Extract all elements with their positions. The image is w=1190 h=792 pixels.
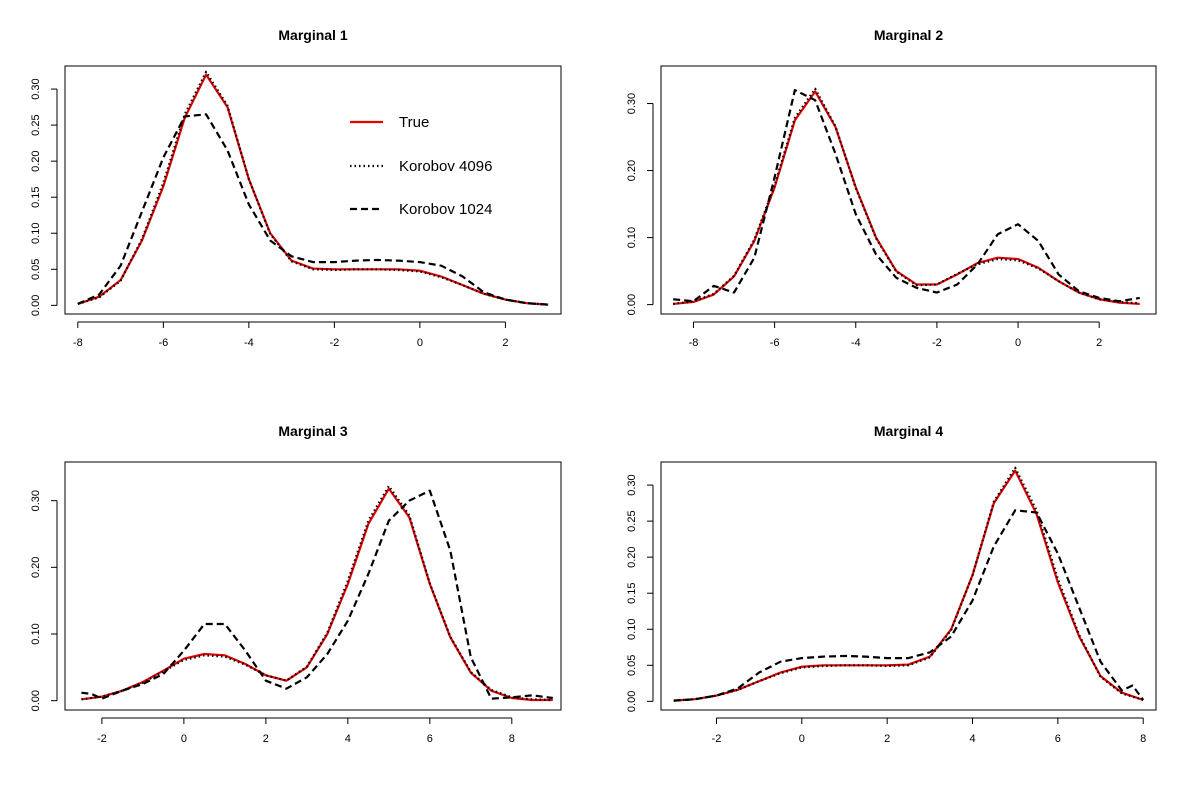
x-tick-label: -6: [158, 337, 168, 349]
panel-2-y-axis: 0.00 0.10 0.20 0.30: [626, 93, 654, 315]
series-line-korobov-1024: [673, 509, 1145, 702]
y-tick-label: 0.00: [626, 294, 638, 315]
y-tick-label: 0.30: [30, 78, 42, 99]
x-tick-label: -2: [97, 733, 107, 745]
panel-1: Marginal 1 -8 -6 -4 -2 0 2 0.00 0.05 0.10 0.15 0.20…: [30, 27, 562, 349]
y-tick-label: 0.10: [626, 619, 638, 640]
x-tick-label: -8: [73, 337, 83, 349]
panel-3: Marginal 3 -2 0 2 4 6 8 0.00 0.10 0.20 0.30: [30, 423, 562, 745]
y-tick-label: 0.30: [626, 474, 638, 495]
x-tick-label: -2: [329, 337, 339, 349]
y-tick-label: 0.00: [626, 691, 638, 712]
x-tick-label: 0: [1015, 337, 1021, 349]
panel-3-y-axis: 0.00 0.10 0.20 0.30: [30, 490, 58, 711]
series-line-korobov-1024: [77, 113, 549, 306]
x-tick-label: -8: [689, 337, 699, 349]
panel-2-frame: [660, 65, 1157, 315]
y-tick-label: 0.15: [626, 582, 638, 603]
panel-2-x-axis: -8 -6 -4 -2 0 2: [689, 321, 1102, 349]
x-tick-label: 8: [509, 733, 515, 745]
y-tick-label: 0.05: [626, 655, 638, 676]
series-line-true: [673, 469, 1144, 702]
x-tick-label: -4: [851, 337, 861, 349]
panel-1-x-axis: -8 -6 -4 -2 0 2: [73, 321, 508, 349]
x-tick-label: 2: [263, 733, 269, 745]
y-tick-label: 0.00: [30, 295, 42, 316]
y-tick-label: 0.20: [30, 150, 42, 171]
x-tick-label: 0: [181, 733, 187, 745]
y-tick-label: 0.20: [626, 160, 638, 181]
y-tick-label: 0.00: [30, 690, 42, 711]
panel-4-frame: [660, 461, 1157, 711]
x-tick-label: 0: [417, 337, 423, 349]
panel-4: Marginal 4 -2 0 2 4 6 8 0.00 0.05 0.10 0.15 0.20 0.2…: [626, 423, 1157, 745]
legend-label: True: [399, 114, 429, 131]
panel-4-title: Marginal 4: [874, 423, 943, 439]
y-tick-label: 0.25: [626, 510, 638, 531]
x-tick-label: 6: [427, 733, 433, 745]
y-tick-label: 0.30: [626, 93, 638, 114]
x-tick-label: 2: [1096, 337, 1102, 349]
x-tick-label: 4: [345, 733, 351, 745]
x-tick-label: -2: [932, 337, 942, 349]
series-line-korobov-4096: [673, 87, 1140, 306]
panel-1-title: Marginal 1: [278, 27, 347, 43]
y-tick-label: 0.30: [30, 490, 42, 511]
y-tick-label: 0.25: [30, 114, 42, 135]
panel-2: Marginal 2 -8 -6 -4 -2 0 2 0.00 0.10 0.20 0.30: [626, 27, 1157, 349]
panel-3-x-axis: -2 0 2 4 6 8: [97, 717, 515, 745]
panel-2-title: Marginal 2: [874, 27, 943, 43]
x-tick-label: 2: [884, 733, 890, 745]
y-tick-label: 0.10: [30, 623, 42, 644]
x-tick-label: 0: [799, 733, 805, 745]
panel-3-title: Marginal 3: [278, 423, 347, 439]
legend-label: Korobov 4096: [399, 158, 492, 175]
legend: True Korobov 4096 Korobov 1024: [350, 114, 492, 218]
x-tick-label: -6: [770, 337, 780, 349]
series-line-true: [81, 487, 553, 702]
series-line-true: [673, 90, 1140, 306]
x-tick-label: -2: [712, 733, 722, 745]
x-tick-label: -4: [244, 337, 254, 349]
series-line-korobov-4096: [673, 466, 1144, 702]
legend-label: Korobov 1024: [399, 201, 492, 218]
series-line-korobov-1024: [673, 89, 1140, 303]
series-line-korobov-1024: [81, 489, 553, 700]
panel-4-x-axis: -2 0 2 4 6 8: [712, 717, 1146, 745]
x-tick-label: 6: [1055, 733, 1061, 745]
x-tick-label: 4: [969, 733, 975, 745]
x-tick-label: 2: [502, 337, 508, 349]
panel-1-y-axis: 0.00 0.05 0.10 0.15 0.20 0.25 0.30: [30, 78, 58, 316]
y-tick-label: 0.10: [30, 223, 42, 244]
panel-4-y-axis: 0.00 0.05 0.10 0.15 0.20 0.25 0.30: [626, 474, 654, 712]
y-tick-label: 0.10: [626, 227, 638, 248]
panel-3-frame: [64, 461, 562, 711]
y-tick-label: 0.15: [30, 186, 42, 207]
series-line-korobov-4096: [81, 484, 553, 702]
y-tick-label: 0.05: [30, 259, 42, 280]
y-tick-label: 0.20: [626, 546, 638, 567]
series-line-korobov-4096: [77, 70, 549, 306]
x-tick-label: 8: [1140, 733, 1146, 745]
panel-1-frame: [64, 65, 562, 315]
y-tick-label: 0.20: [30, 557, 42, 578]
